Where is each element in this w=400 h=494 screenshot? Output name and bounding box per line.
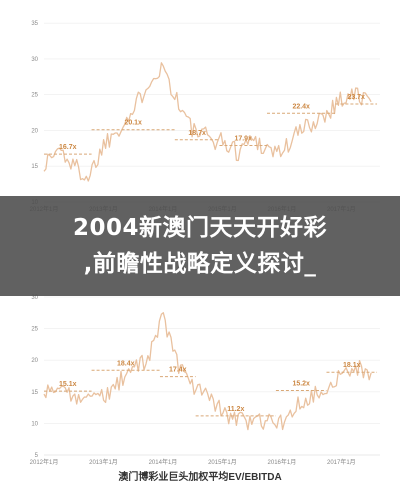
y-tick-label: 30 (31, 295, 38, 301)
x-tick-label: 2017年1月 (327, 458, 356, 466)
average-label: 17.4x (169, 367, 187, 374)
y-tick-label: 20 (31, 128, 38, 134)
y-tick-label: 15 (31, 164, 38, 170)
average-label: 18.4x (117, 360, 135, 367)
y-tick-label: 10 (31, 421, 38, 427)
average-label: 18.7x (188, 130, 206, 137)
average-label: 18.1x (343, 362, 361, 369)
average-label: 22.4x (292, 103, 310, 110)
y-tick-label: 20 (31, 358, 38, 364)
x-tick-label: 2014年1月 (149, 458, 178, 466)
title-overlay-banner: 2004新澳门天天开好彩 ,前瞻性战略定义探讨_ (0, 196, 400, 296)
average-label: 15.2x (292, 381, 310, 388)
average-label: 11.2x (227, 406, 244, 413)
average-label: 15.1x (59, 381, 77, 388)
average-label: 16.7x (59, 144, 77, 151)
average-label: 17.9x (234, 135, 252, 142)
y-tick-label: 25 (31, 93, 38, 99)
y-tick-label: 35 (31, 21, 38, 27)
banner-line-2: ,前瞻性战略定义探讨_ (83, 251, 317, 277)
series-line (43, 312, 372, 431)
top-chart: 3530252015102012年1月2013年1月2014年1月2015年1月… (30, 21, 380, 213)
x-tick-label: 2012年1月 (30, 458, 59, 466)
average-label: 23.7x (347, 94, 365, 101)
y-tick-label: 5 (35, 453, 39, 459)
chart-caption: 澳门博彩业巨头加权平均EV/EBITDA (118, 472, 282, 483)
banner-line-1: 2004新澳门天天开好彩 (72, 215, 327, 241)
x-tick-label: 2015年1月 (208, 458, 237, 466)
series-line (43, 62, 372, 182)
x-tick-label: 2013年1月 (89, 458, 118, 466)
average-label: 20.1x (124, 120, 142, 127)
x-tick-label: 2016年1月 (268, 458, 297, 466)
y-tick-label: 25 (31, 327, 38, 333)
y-tick-label: 15 (31, 390, 38, 396)
y-tick-label: 30 (31, 57, 38, 63)
